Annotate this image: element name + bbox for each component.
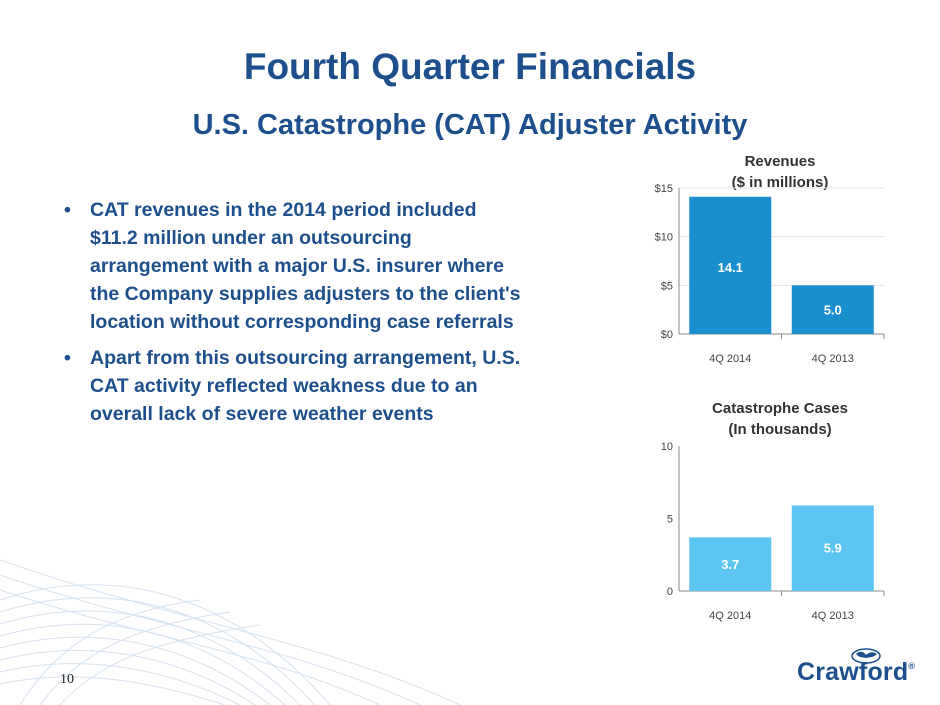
cases-xtick-label: 4Q 2013 bbox=[812, 610, 854, 622]
bullet-item: • CAT revenues in the 2014 period includ… bbox=[64, 196, 524, 336]
cases-ytick-label: 5 bbox=[667, 514, 673, 526]
revenue-ytick-label: $15 bbox=[655, 183, 673, 195]
cases-data-label: 5.9 bbox=[824, 541, 842, 556]
logo-text: Crawford bbox=[797, 658, 909, 686]
crawford-logo: Crawford® bbox=[797, 648, 916, 687]
revenue-data-label: 14.1 bbox=[718, 260, 743, 275]
cases-data-label: 3.7 bbox=[721, 557, 739, 572]
revenue-bar-4q-2014 bbox=[689, 196, 772, 334]
revenue-bar-4q-2013 bbox=[791, 285, 874, 334]
registered-mark: ® bbox=[908, 661, 916, 671]
revenue-chart-title-line1: Revenues bbox=[744, 153, 816, 170]
revenue-xtick-label: 4Q 2014 bbox=[709, 353, 751, 365]
cases-ytick-label: 10 bbox=[661, 441, 673, 453]
cases-bar-4q-2014 bbox=[689, 537, 772, 591]
bullet-text: CAT revenues in the 2014 period included… bbox=[90, 199, 521, 333]
cases-chart-title-line1: Catastrophe Cases bbox=[712, 400, 848, 417]
bullet-text: Apart from this outsourcing arrangement,… bbox=[90, 347, 521, 425]
revenue-chart-title-line2: ($ in millions) bbox=[731, 174, 829, 191]
cases-bar-4q-2013 bbox=[791, 505, 874, 591]
slide-title: Fourth Quarter Financials bbox=[243, 46, 697, 87]
cases-xtick-label: 4Q 2014 bbox=[709, 610, 751, 622]
globe-icon bbox=[851, 648, 881, 664]
bullet-icon: • bbox=[64, 347, 71, 369]
bullet-icon: • bbox=[64, 199, 71, 221]
revenue-data-label: 5.0 bbox=[824, 303, 842, 318]
bullet-list: • CAT revenues in the 2014 period includ… bbox=[64, 196, 524, 436]
slide-subtitle: U.S. Catastrophe (CAT) Adjuster Activity bbox=[192, 109, 748, 141]
cases-chart-title-line2: (In thousands) bbox=[728, 421, 832, 438]
cases-chart-title: Catastrophe Cases (In thousands) bbox=[690, 398, 870, 440]
bullet-item: • Apart from this outsourcing arrangemen… bbox=[64, 344, 524, 428]
cases-ytick-label: 0 bbox=[667, 586, 673, 598]
revenue-chart-title: Revenues ($ in millions) bbox=[690, 151, 870, 193]
revenue-ytick-label: $0 bbox=[661, 329, 673, 341]
page-number: 10 bbox=[60, 672, 74, 687]
revenue-xtick-label: 4Q 2013 bbox=[812, 353, 854, 365]
revenue-ytick-label: $5 bbox=[661, 280, 673, 292]
revenue-ytick-label: $10 bbox=[655, 232, 673, 244]
